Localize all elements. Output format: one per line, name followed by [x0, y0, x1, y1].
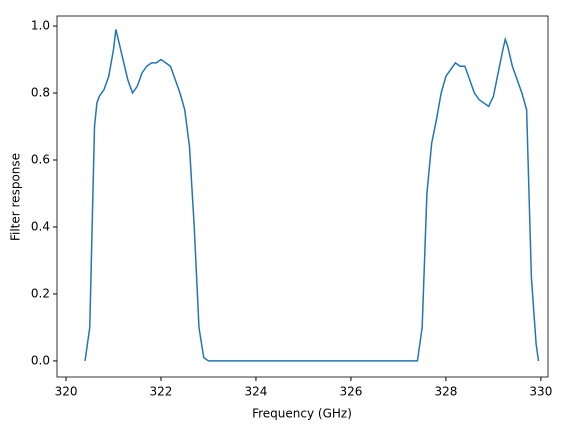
x-tick-label: 326 [339, 385, 362, 399]
y-axis-label: Filter response [9, 153, 23, 241]
y-tick-label: 0.2 [31, 286, 50, 300]
x-tick-label: 328 [434, 385, 457, 399]
x-tick-label: 324 [245, 385, 268, 399]
y-tick-label: 1.0 [31, 19, 50, 33]
x-tick-label: 330 [529, 385, 552, 399]
x-axis-label: Frequency (GHz) [252, 407, 352, 421]
data-line [84, 29, 540, 362]
x-tick-label: 322 [150, 385, 173, 399]
y-tick-label: 0.4 [31, 219, 50, 233]
x-tick-label: 320 [55, 385, 78, 399]
y-tick-label: 0.0 [31, 353, 50, 367]
y-tick-label: 0.6 [31, 152, 50, 166]
plot-frame [56, 15, 549, 378]
y-tick-label: 0.8 [31, 86, 50, 100]
